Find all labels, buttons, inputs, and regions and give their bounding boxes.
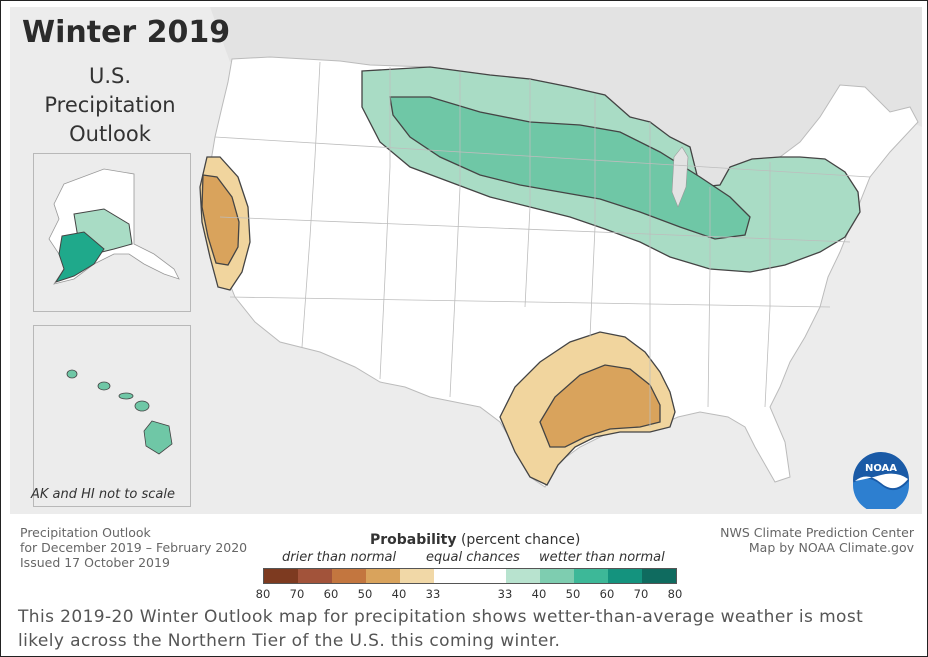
hawaii-island-kauai <box>66 369 78 379</box>
legend-tick-label: 33 <box>425 587 441 601</box>
legend-swatch <box>434 569 506 583</box>
map-title: Winter 2019 <box>22 15 231 50</box>
outlook-info: Precipitation Outlook for December 2019 … <box>20 525 247 570</box>
lake-michigan <box>671 146 689 208</box>
legend-swatch <box>298 569 332 583</box>
alaska-wet-60 <box>54 231 105 283</box>
hawaii-map <box>66 369 173 455</box>
legend-tick-label: 70 <box>633 587 649 601</box>
legend-title-bold: Probability <box>370 532 457 548</box>
subtitle-line: Outlook <box>69 122 151 146</box>
legend-swatch <box>332 569 366 583</box>
legend-title-rest: (percent chance) <box>456 532 581 548</box>
noaa-logo-text: NOAA <box>865 463 897 474</box>
map-subtitle: U.S. Precipitation Outlook <box>40 62 180 149</box>
subtitle-line: Precipitation <box>44 93 176 117</box>
legend-tick-label: 40 <box>531 587 547 601</box>
legend-swatch <box>642 569 676 583</box>
legend-tick-label: 60 <box>599 587 615 601</box>
legend-tick-label: 50 <box>565 587 581 601</box>
alaska-inset <box>33 153 191 312</box>
legend-category-drier: drier than normal <box>282 550 397 565</box>
legend-swatch <box>366 569 400 583</box>
legend-swatch <box>540 569 574 583</box>
legend-category-equal: equal chances <box>426 550 520 565</box>
legend-swatch <box>574 569 608 583</box>
legend-category-wetter: wetter than normal <box>539 550 665 565</box>
inset-note: AK and HI not to scale <box>31 487 175 502</box>
credit-line: Map by NOAA Climate.gov <box>748 540 914 555</box>
info-line: for December 2019 – February 2020 <box>20 540 248 555</box>
alaska-map <box>48 168 180 285</box>
legend-swatch <box>264 569 298 583</box>
legend-swatch <box>400 569 434 583</box>
legend-tick-label: 80 <box>255 587 271 601</box>
legend-swatch <box>608 569 642 583</box>
gulf-dry-50-region <box>539 364 661 448</box>
legend-tick-label: 33 <box>497 587 513 601</box>
legend-title: Probability (percent chance) <box>370 532 580 548</box>
legend-tick-label: 70 <box>289 587 305 601</box>
credit-line: NWS Climate Prediction Center <box>720 525 914 540</box>
info-line: Precipitation Outlook <box>20 525 151 540</box>
subtitle-line: U.S. <box>88 64 132 88</box>
hawaii-island-big <box>143 420 173 455</box>
outlook-map <box>199 7 922 488</box>
hawaii-island-molokai <box>118 392 134 400</box>
noaa-logo-icon: NOAA <box>853 452 909 509</box>
info-line: Issued 17 October 2019 <box>20 555 170 570</box>
canada-land <box>210 7 922 187</box>
hawaii-inset <box>33 325 191 507</box>
credits: NWS Climate Prediction Center Map by NOA… <box>720 525 914 555</box>
legend-tick-label: 80 <box>667 587 683 601</box>
legend-tick-label: 40 <box>391 587 407 601</box>
state-borders <box>214 61 871 427</box>
map-panel: Winter 2019 U.S. Precipitation Outlook A… <box>10 7 922 514</box>
figure-caption: This 2019-20 Winter Outlook map for prec… <box>18 607 864 651</box>
hawaii-island-oahu <box>97 381 111 391</box>
ca-dry-50-region <box>201 174 240 266</box>
legend-swatch <box>506 569 540 583</box>
legend-color-bar <box>263 568 677 584</box>
legend-tick-label: 60 <box>323 587 339 601</box>
legend-tick-label: 50 <box>357 587 373 601</box>
hawaii-island-maui <box>134 400 150 412</box>
